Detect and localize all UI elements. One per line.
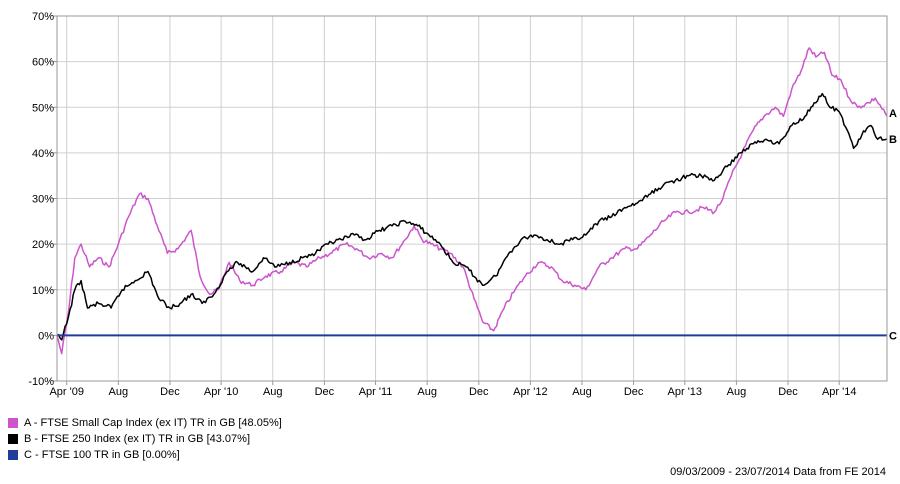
y-tick-label: 70% <box>32 11 54 23</box>
y-tick-label: 20% <box>32 239 54 251</box>
y-tick-label: 60% <box>32 57 54 69</box>
x-tick-label: Apr '13 <box>668 386 703 398</box>
legend: A - FTSE Small Cap Index (ex IT) TR in G… <box>8 415 282 463</box>
y-tick-label: 10% <box>32 285 54 297</box>
series-lines <box>56 47 888 355</box>
y-axis: 70% 60% 50% 40% 30% 20% 10% 0% -10% <box>28 11 57 388</box>
x-tick-label: Aug <box>727 386 747 398</box>
series-end-labels: A B C <box>889 108 897 342</box>
x-tick-label: Aug <box>572 386 592 398</box>
x-tick-label: Apr '14 <box>822 386 857 398</box>
y-tick-label: 0% <box>38 330 54 342</box>
legend-item-c: C - FTSE 100 TR in GB [0.00%] <box>8 447 282 463</box>
x-tick-label: Apr '11 <box>359 386 393 398</box>
grid-lines <box>57 15 887 382</box>
x-tick-label: Aug <box>109 386 129 398</box>
x-tick-label: Apr '09 <box>49 386 84 398</box>
x-tick-label: Dec <box>778 386 798 398</box>
x-tick-label: Apr '10 <box>204 386 239 398</box>
y-tick-label: 50% <box>32 102 54 114</box>
legend-swatch-c <box>8 450 18 460</box>
y-tick-label: 40% <box>32 148 54 160</box>
plot-frame <box>56 15 888 382</box>
legend-swatch-b <box>8 434 18 444</box>
x-tick-label: Aug <box>263 386 283 398</box>
legend-label-a: A - FTSE Small Cap Index (ex IT) TR in G… <box>24 417 282 429</box>
series-end-label-b: B <box>889 134 897 146</box>
series-line-a <box>56 47 888 355</box>
legend-label-b: B - FTSE 250 Index (ex IT) TR in GB [43.… <box>24 433 250 445</box>
legend-item-b: B - FTSE 250 Index (ex IT) TR in GB [43.… <box>8 431 282 447</box>
x-tick-label: Apr '12 <box>513 386 548 398</box>
x-tick-label: Dec <box>469 386 489 398</box>
x-tick-label: Dec <box>160 386 180 398</box>
x-tick-label: Dec <box>624 386 644 398</box>
series-end-label-a: A <box>889 108 897 120</box>
line-chart: 70% 60% 50% 40% 30% 20% 10% 0% -10% Apr '09 Aug De… <box>28 11 897 398</box>
y-tick-label: -10% <box>28 376 54 388</box>
x-axis: Apr '09 Aug Dec Apr '10 Aug Dec Apr '11 Aug Dec A… <box>49 381 856 398</box>
y-tick-label: 30% <box>32 194 54 206</box>
date-range-footer: 09/03/2009 - 23/07/2014 Data from FE 201… <box>670 466 886 478</box>
series-end-label-c: C <box>889 330 897 342</box>
legend-swatch-a <box>8 418 18 428</box>
series-line-b <box>56 92 888 341</box>
legend-label-c: C - FTSE 100 TR in GB [0.00%] <box>24 449 180 461</box>
legend-item-a: A - FTSE Small Cap Index (ex IT) TR in G… <box>8 415 282 431</box>
x-tick-label: Aug <box>417 386 437 398</box>
x-tick-label: Dec <box>315 386 335 398</box>
